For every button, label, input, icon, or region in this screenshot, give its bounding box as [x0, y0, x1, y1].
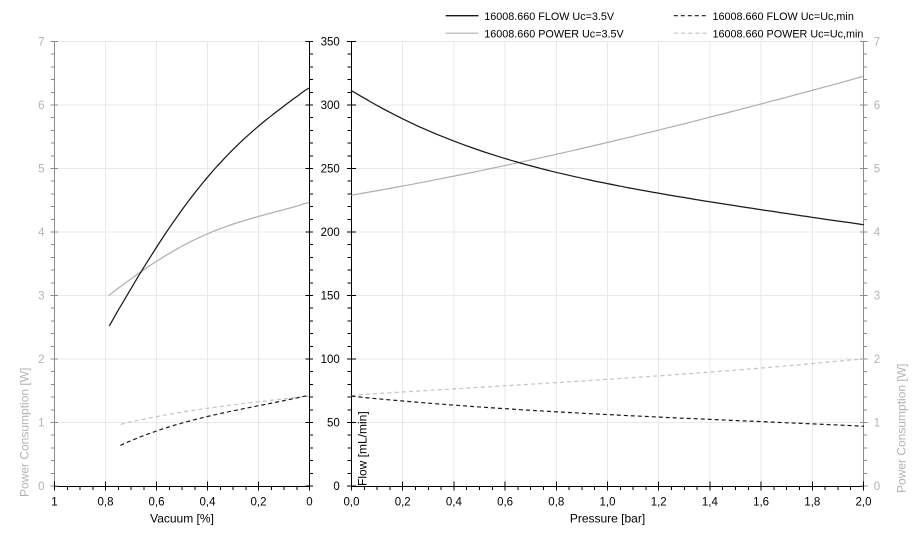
svg-text:0,4: 0,4 [446, 496, 463, 508]
svg-text:2: 2 [38, 354, 44, 366]
svg-text:0,2: 0,2 [251, 496, 267, 508]
svg-text:0: 0 [38, 481, 44, 493]
svg-text:0: 0 [306, 496, 312, 508]
svg-text:100: 100 [321, 354, 340, 366]
svg-text:Flow [mL/min]: Flow [mL/min] [356, 411, 370, 486]
svg-text:1,4: 1,4 [702, 496, 719, 508]
svg-text:2: 2 [874, 354, 880, 366]
svg-text:0: 0 [874, 481, 880, 493]
svg-text:350: 350 [321, 37, 340, 49]
svg-text:200: 200 [321, 227, 340, 239]
svg-text:Power Consumption [W]: Power Consumption [W] [895, 364, 909, 493]
svg-text:0,2: 0,2 [395, 496, 411, 508]
svg-text:16008.660 POWER Uc=3.5V: 16008.660 POWER Uc=3.5V [484, 28, 624, 40]
svg-text:0,0: 0,0 [344, 496, 360, 508]
svg-text:2,0: 2,0 [856, 496, 872, 508]
svg-text:300: 300 [321, 100, 340, 112]
svg-text:Vacuum [%]: Vacuum [%] [150, 512, 214, 526]
svg-text:5: 5 [38, 164, 44, 176]
svg-text:1: 1 [38, 418, 44, 430]
svg-text:0,8: 0,8 [98, 496, 114, 508]
svg-text:7: 7 [38, 37, 44, 49]
svg-text:0: 0 [333, 481, 339, 493]
svg-text:0,6: 0,6 [497, 496, 513, 508]
svg-text:5: 5 [874, 164, 880, 176]
svg-text:1: 1 [51, 496, 57, 508]
svg-text:7: 7 [874, 37, 880, 49]
svg-text:Pressure [bar]: Pressure [bar] [570, 512, 645, 526]
svg-text:16008.660 POWER Uc=Uc,min: 16008.660 POWER Uc=Uc,min [713, 28, 864, 40]
svg-text:1,6: 1,6 [753, 496, 769, 508]
svg-text:0,8: 0,8 [548, 496, 564, 508]
svg-text:0,6: 0,6 [149, 496, 165, 508]
svg-text:1,8: 1,8 [804, 496, 820, 508]
svg-text:16008.660 FLOW Uc=3.5V: 16008.660 FLOW Uc=3.5V [484, 11, 615, 23]
svg-text:6: 6 [874, 100, 880, 112]
svg-text:6: 6 [38, 100, 44, 112]
svg-text:1: 1 [874, 418, 880, 430]
svg-text:16008.660 FLOW Uc=Uc,min: 16008.660 FLOW Uc=Uc,min [713, 11, 854, 23]
svg-text:150: 150 [321, 291, 340, 303]
svg-text:50: 50 [327, 418, 340, 430]
svg-text:1,2: 1,2 [651, 496, 667, 508]
svg-text:1,0: 1,0 [600, 496, 616, 508]
svg-text:Power Consumption [W]: Power Consumption [W] [18, 368, 32, 497]
svg-text:250: 250 [321, 164, 340, 176]
svg-text:3: 3 [38, 291, 44, 303]
svg-text:4: 4 [38, 227, 45, 239]
svg-text:0,4: 0,4 [200, 496, 217, 508]
svg-text:4: 4 [874, 227, 881, 239]
svg-text:3: 3 [874, 291, 880, 303]
